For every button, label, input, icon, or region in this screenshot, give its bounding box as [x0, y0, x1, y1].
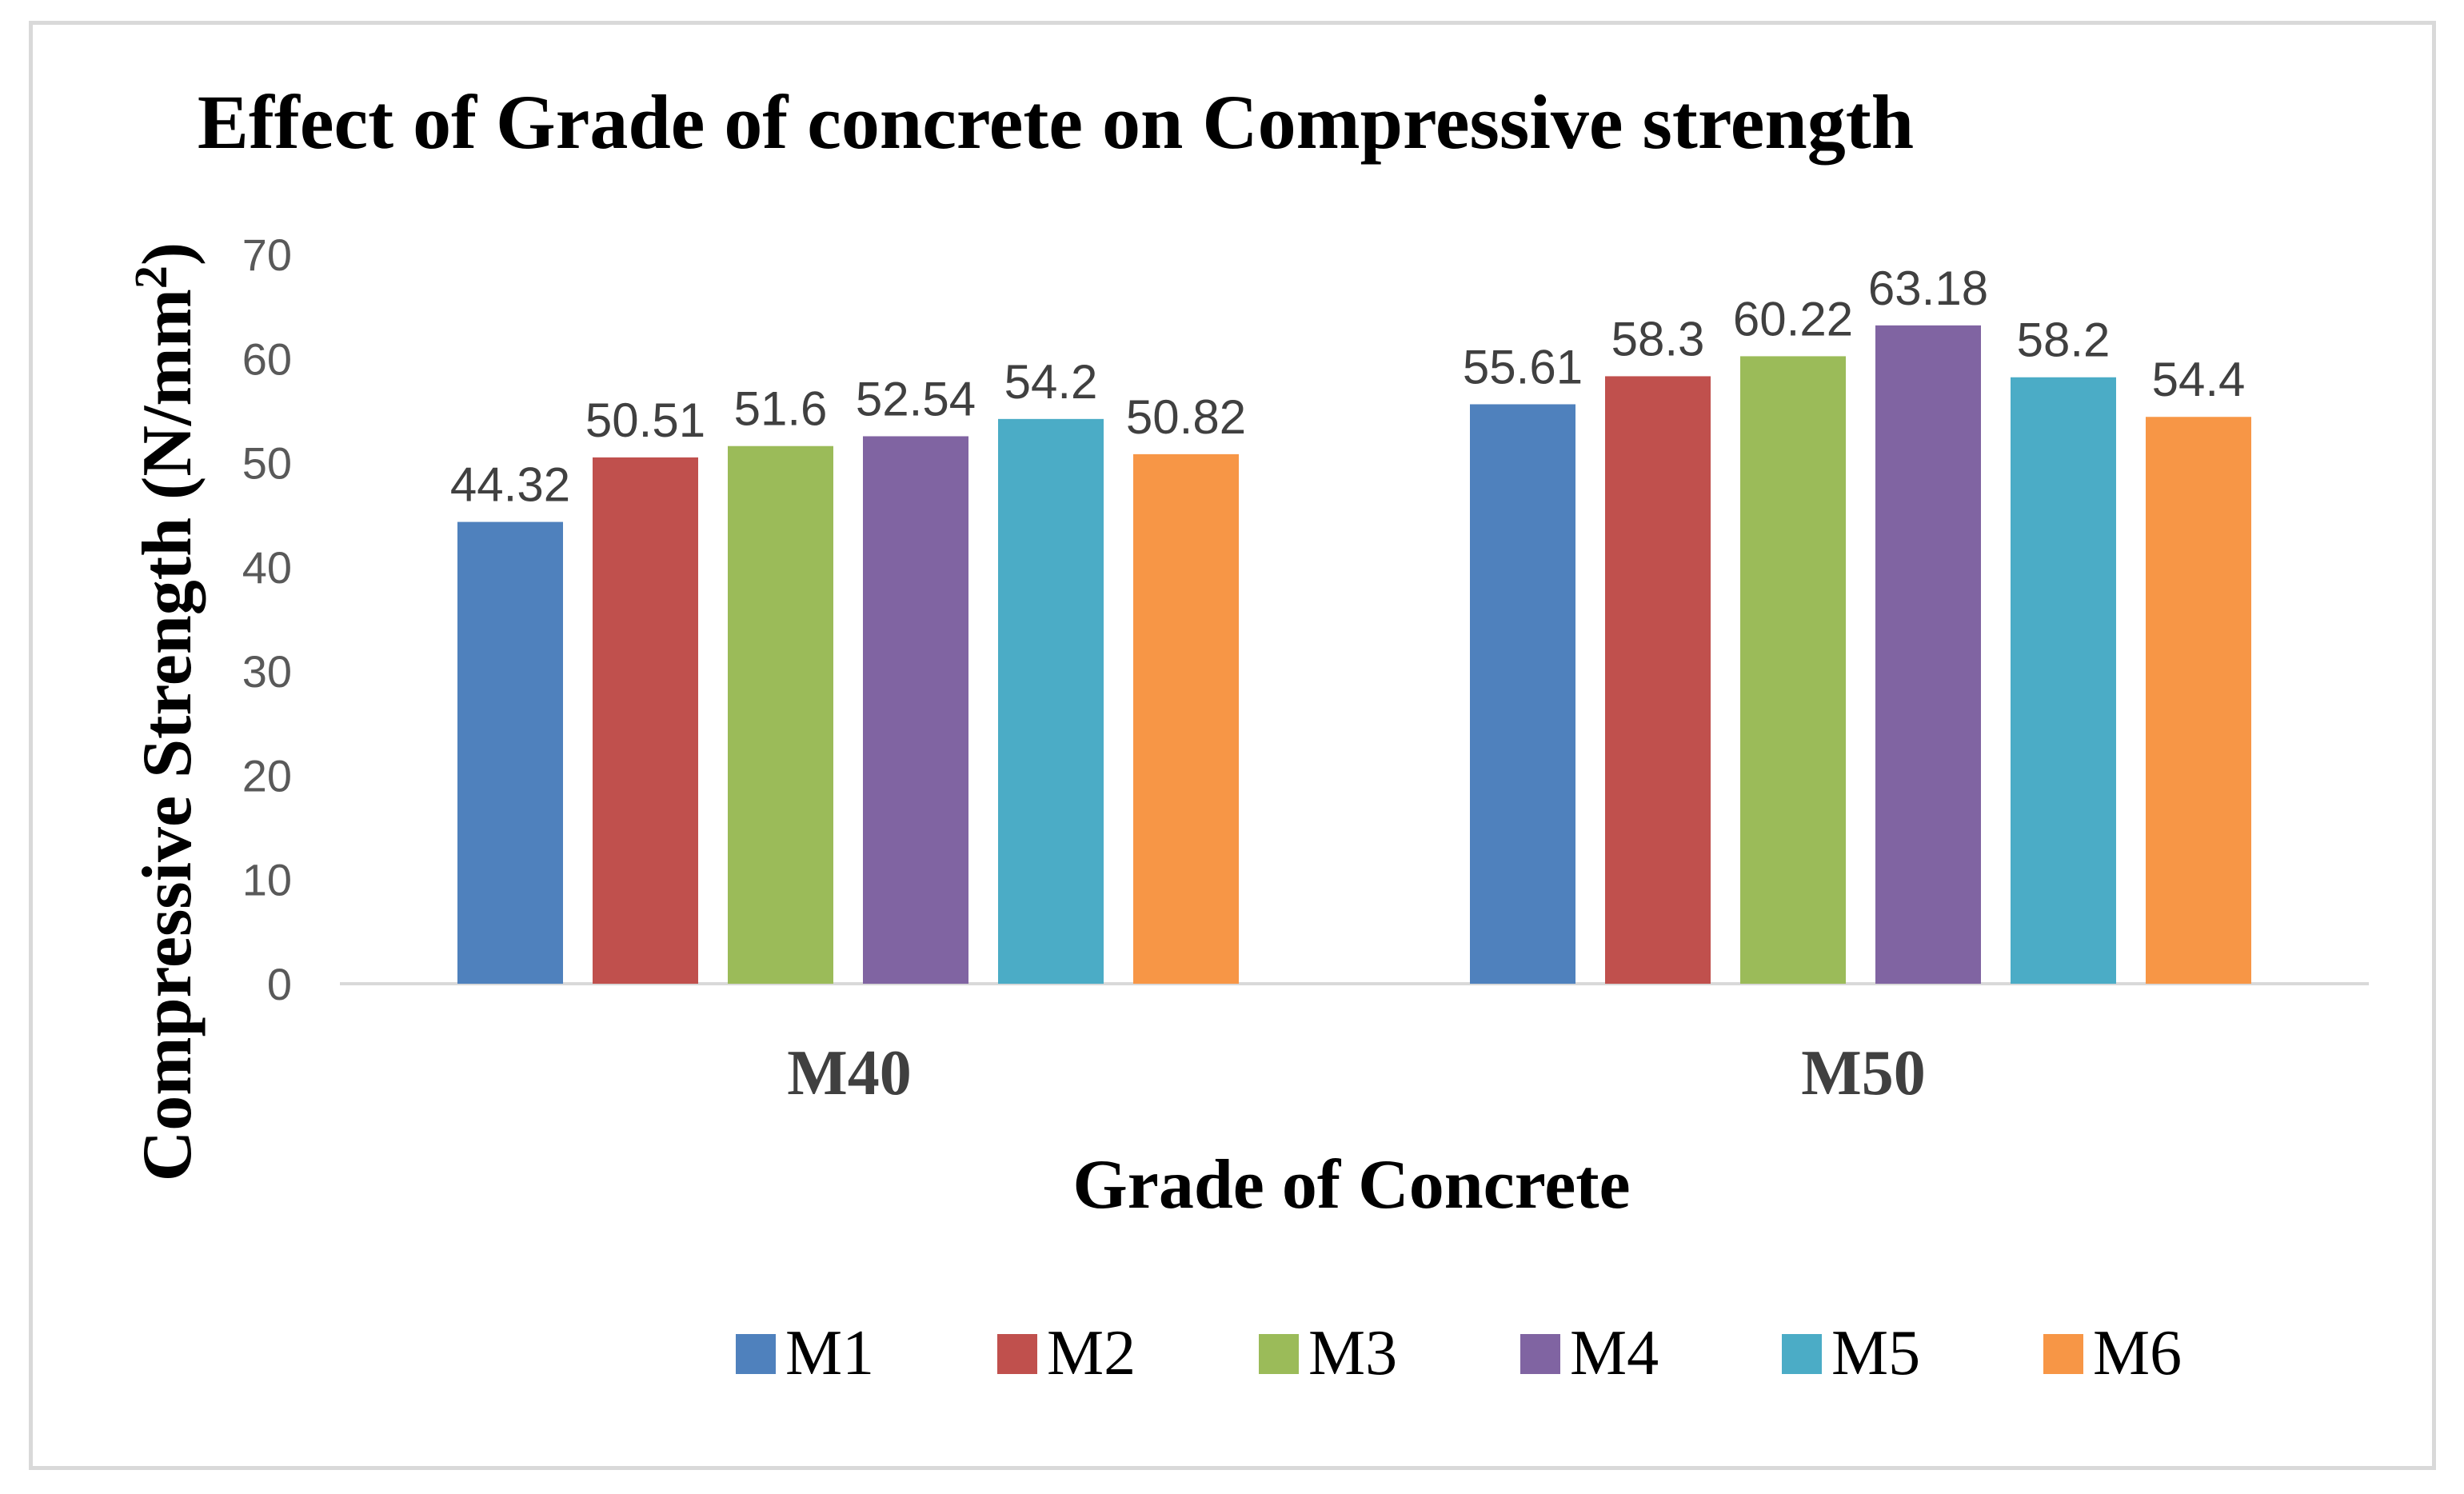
legend-swatch-m4 — [1520, 1334, 1560, 1374]
bar-m3-m40 — [728, 445, 833, 984]
y-tick-label: 30 — [242, 646, 292, 697]
legend-label-m1: M1 — [785, 1318, 874, 1388]
legend-label-m3: M3 — [1308, 1318, 1397, 1388]
data-label-m6-m40: 50.82 — [1126, 390, 1246, 444]
legend-swatch-m1 — [736, 1334, 776, 1374]
legend-label-m4: M4 — [1570, 1318, 1659, 1388]
bar-m4-m50 — [1875, 325, 1981, 984]
y-axis-title: Compressive Strength (N/mm2) — [125, 242, 206, 1182]
bar-m4-m40 — [863, 436, 968, 984]
legend-label-m5: M5 — [1831, 1318, 1920, 1388]
bar-m6-m40 — [1133, 453, 1239, 984]
data-label-m4-m40: 52.54 — [856, 372, 976, 425]
x-axis-title: Grade of Concrete — [1072, 1146, 1630, 1224]
bar-m3-m50 — [1740, 356, 1846, 984]
category-label-m40: M40 — [787, 1038, 912, 1109]
legend: M1 M2 M3 M4 M5 M6 — [736, 1318, 2182, 1388]
chart-title: Effect of Grade of concrete on Compressi… — [198, 79, 1914, 165]
data-label-m5-m40: 54.2 — [1004, 355, 1098, 409]
data-label-m6-m50: 54.4 — [2152, 353, 2246, 406]
data-label-m5-m50: 58.2 — [2017, 314, 2111, 367]
data-label-m2-m40: 50.51 — [585, 393, 705, 447]
y-tick-label: 70 — [242, 230, 292, 280]
data-label-m3-m50: 60.22 — [1733, 292, 1853, 346]
y-axis-ticks: 0 10 20 30 40 50 60 70 — [242, 230, 292, 1009]
legend-swatch-m2 — [997, 1334, 1037, 1374]
bar-m5-m40 — [998, 418, 1104, 984]
data-label-m1-m50: 55.61 — [1463, 340, 1583, 393]
y-tick-label: 0 — [267, 959, 292, 1009]
bar-series — [457, 325, 2251, 984]
legend-swatch-m6 — [2043, 1334, 2083, 1374]
legend-label-m2: M2 — [1047, 1318, 1136, 1388]
category-labels: M40 M50 — [787, 1038, 1926, 1109]
bar-m2-m50 — [1605, 376, 1711, 984]
category-label-m50: M50 — [1801, 1038, 1926, 1109]
y-tick-label: 20 — [242, 750, 292, 801]
data-label-m4-m50: 63.18 — [1868, 262, 1988, 315]
data-label-m2-m50: 58.3 — [1611, 312, 1705, 366]
legend-swatch-m3 — [1259, 1334, 1299, 1374]
bar-m1-m40 — [457, 521, 563, 984]
y-tick-label: 50 — [242, 438, 292, 489]
y-tick-label: 60 — [242, 334, 292, 384]
y-tick-label: 10 — [242, 855, 292, 905]
legend-swatch-m5 — [1782, 1334, 1822, 1374]
bar-m1-m50 — [1470, 404, 1575, 984]
bar-m5-m50 — [2011, 377, 2116, 984]
legend-label-m6: M6 — [2093, 1318, 2182, 1388]
y-tick-label: 40 — [242, 542, 292, 593]
data-label-m3-m40: 51.6 — [734, 382, 828, 436]
bar-m6-m50 — [2146, 417, 2251, 984]
bar-m2-m40 — [593, 457, 698, 984]
data-label-m1-m40: 44.32 — [450, 458, 570, 512]
data-labels: 44.32 50.51 51.6 52.54 54.2 50.82 55.61 58.3 60.… — [450, 262, 2245, 512]
